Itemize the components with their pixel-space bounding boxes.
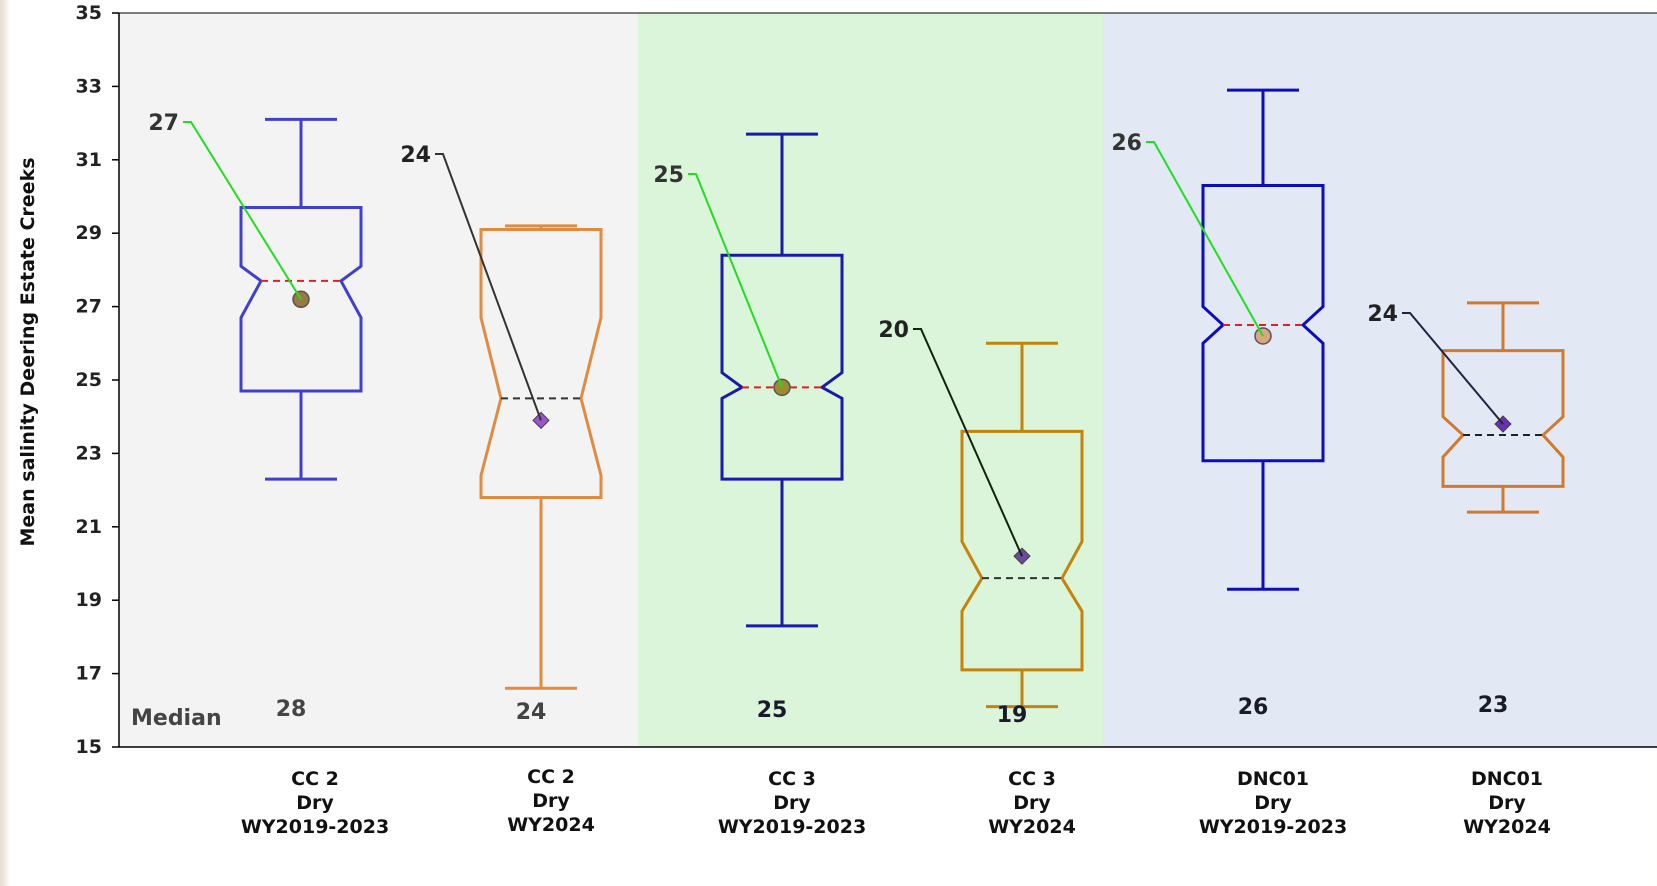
y-tick-label: 29 — [76, 222, 102, 244]
mean-callout-line — [1146, 141, 1264, 337]
median-value-label: 23 — [1478, 693, 1509, 718]
y-tick-label: 33 — [76, 75, 102, 97]
category-period-label: WY2024 — [988, 816, 1076, 838]
y-tick-label: 21 — [76, 516, 102, 538]
notched-box — [239, 206, 363, 393]
category-site-label: CC 3 — [1008, 768, 1056, 790]
y-tick-label: 15 — [76, 736, 102, 758]
y-tick-label: 35 — [76, 2, 102, 24]
category-site-label: DNC01 — [1471, 768, 1543, 790]
category-site-label: CC 2 — [527, 766, 575, 788]
category-site-label: CC 3 — [768, 768, 816, 790]
boxes — [239, 88, 1565, 709]
category-season-label: Dry — [532, 790, 570, 812]
notched-box — [1441, 349, 1565, 488]
mean-callout-line — [1402, 312, 1504, 425]
y-axis-title: Mean salinity Deering Estate Creeks — [17, 157, 39, 546]
category-season-label: Dry — [773, 792, 811, 814]
period-background-2 — [1103, 13, 1657, 747]
box-0 — [239, 117, 363, 481]
mean-value-label: 24 — [1367, 302, 1398, 327]
notched-box — [1201, 183, 1325, 463]
box-4 — [1201, 88, 1325, 591]
category-season-label: Dry — [1488, 792, 1526, 814]
period-background-0 — [119, 13, 638, 747]
category-season-label: Dry — [1254, 792, 1292, 814]
mean-value-label: 26 — [1111, 131, 1142, 156]
median-value-label: 19 — [997, 703, 1028, 728]
median-value-label: 26 — [1238, 695, 1269, 720]
y-tick-label: 27 — [76, 296, 102, 318]
category-period-label: WY2019-2023 — [1199, 816, 1347, 838]
mean-value-label: 25 — [653, 163, 684, 188]
box-2 — [720, 132, 844, 628]
box-1 — [479, 224, 603, 690]
mean-value-label: 24 — [400, 143, 431, 168]
mean-callout-line — [913, 328, 1023, 557]
y-tick-label: 23 — [76, 442, 102, 464]
median-value-label: 28 — [276, 697, 307, 722]
period-background-1 — [638, 13, 1103, 747]
y-tick-label: 25 — [76, 369, 102, 391]
y-tick-label: 19 — [76, 589, 102, 611]
y-tick-label: 31 — [76, 149, 102, 171]
mean-callouts — [183, 121, 1504, 557]
category-period-label: WY2019-2023 — [241, 816, 389, 838]
category-period-label: WY2024 — [1463, 816, 1551, 838]
notched-box — [479, 228, 603, 499]
mean-callout-line — [183, 121, 302, 300]
category-period-label: WY2019-2023 — [718, 816, 866, 838]
category-season-label: Dry — [1013, 792, 1051, 814]
median-row-label: Median — [131, 706, 222, 731]
median-value-label: 24 — [516, 700, 547, 725]
category-site-label: CC 2 — [291, 768, 339, 790]
mean-callout-line — [688, 173, 783, 388]
mean-callout-line — [435, 153, 542, 421]
mean-value-label: 27 — [148, 111, 179, 136]
notched-box — [960, 429, 1084, 672]
median-value-label: 25 — [757, 698, 788, 723]
category-site-label: DNC01 — [1237, 768, 1309, 790]
mean-value-label: 20 — [878, 318, 909, 343]
y-tick-label: 17 — [76, 663, 102, 685]
box-3 — [960, 341, 1084, 709]
category-period-label: WY2024 — [507, 814, 595, 836]
y-axis: 15 17 19 21 23 25 27 29 31 33 35 Mean salinity Deer… — [17, 2, 1657, 758]
category-season-label: Dry — [296, 792, 334, 814]
notched-box — [720, 253, 844, 481]
period-backgrounds — [119, 13, 1657, 747]
box-5 — [1441, 301, 1565, 514]
